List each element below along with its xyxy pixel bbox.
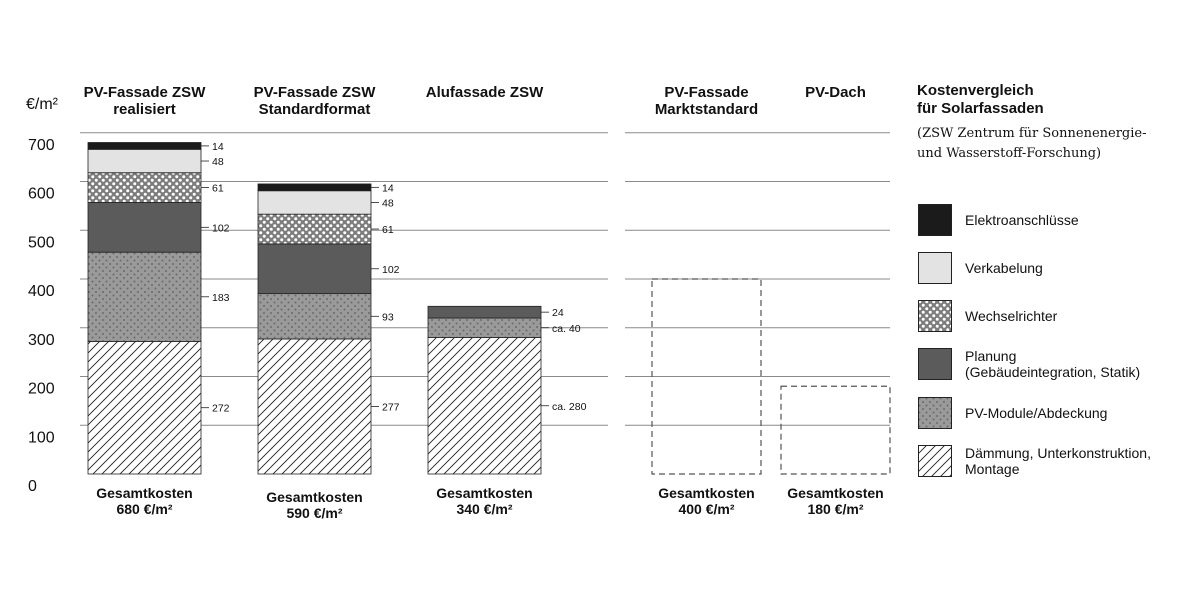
value-label: ca. 40 — [552, 323, 581, 335]
bar-segment — [257, 190, 372, 215]
legend-item: PV-Module/Abdeckung — [918, 397, 1188, 429]
value-label: 93 — [382, 311, 394, 323]
legend-title: Kostenvergleich für Solarfassaden — [917, 82, 1044, 117]
y-tick-label: 300 — [28, 332, 55, 349]
legend-label: Wechselrichter — [965, 308, 1058, 324]
value-label: 24 — [552, 307, 564, 319]
bar-segment — [427, 305, 542, 319]
total-label: Gesamtkosten 340 €/m² — [436, 485, 533, 517]
category-title: PV-Fassade Marktstandard — [654, 84, 759, 118]
y-tick-label: 600 — [28, 186, 55, 203]
value-label: 61 — [212, 183, 224, 195]
value-label: 272 — [212, 403, 230, 415]
value-label: 102 — [212, 222, 230, 234]
legend-item: Verkabelung — [918, 252, 1188, 284]
bar-segment — [87, 251, 202, 342]
bar-segment — [87, 142, 202, 150]
bar-segment — [87, 172, 202, 203]
y-tick-label: 700 — [28, 137, 55, 154]
legend-swatch — [918, 397, 952, 429]
total-label: Gesamtkosten 680 €/m² — [96, 485, 193, 517]
value-label: 183 — [212, 292, 230, 304]
bar-segment — [257, 213, 372, 245]
legend-label: Dämmung, Unterkonstruktion, Montage — [965, 445, 1151, 477]
total-outline-bar — [651, 278, 762, 475]
category-title: PV-Fassade ZSW realisiert — [83, 84, 206, 118]
legend-item: Wechselrichter — [918, 300, 1188, 332]
legend-item: Elektroanschlüsse — [918, 204, 1188, 236]
legend-label: PV-Module/Abdeckung — [965, 405, 1108, 421]
bar-segment — [257, 243, 372, 295]
total-label: Gesamtkosten 400 €/m² — [658, 485, 755, 517]
bar-segment — [257, 338, 372, 475]
legend-item: Planung (Gebäudeintegration, Statik) — [918, 348, 1188, 380]
legend-swatch — [918, 300, 952, 332]
value-label: 14 — [382, 182, 394, 194]
y-tick-label: 500 — [28, 234, 55, 251]
legend-swatch — [918, 204, 952, 236]
y-axis-unit-label: €/m² — [26, 96, 58, 113]
bar-segment — [257, 183, 372, 192]
value-label: 48 — [382, 197, 394, 209]
bar-segment — [427, 317, 542, 338]
value-label: 102 — [382, 264, 400, 276]
value-label: ca. 280 — [552, 401, 587, 413]
category-title: PV-Dach — [805, 84, 866, 101]
value-label: 14 — [212, 141, 224, 153]
y-tick-label: 0 — [28, 478, 37, 495]
category-title: Alufassade ZSW — [425, 84, 544, 101]
legend-item: Dämmung, Unterkonstruktion, Montage — [918, 445, 1188, 477]
y-tick-label: 100 — [28, 429, 55, 446]
value-label: 61 — [382, 224, 394, 236]
bar-segment — [87, 202, 202, 253]
total-label: Gesamtkosten 590 €/m² — [266, 489, 363, 521]
legend-swatch — [918, 348, 952, 380]
value-label: 48 — [212, 156, 224, 168]
value-label: 277 — [382, 401, 400, 413]
legend-swatch — [918, 252, 952, 284]
bar-segment — [427, 337, 542, 475]
category-title: PV-Fassade ZSW Standardformat — [253, 84, 376, 118]
legend-label: Verkabelung — [965, 260, 1043, 276]
y-tick-label: 200 — [28, 381, 55, 398]
total-outline-bar — [780, 385, 891, 475]
legend-subtitle: (ZSW Zentrum für Sonnenenergie- und Wass… — [917, 126, 1147, 161]
y-tick-label: 400 — [28, 283, 55, 300]
bar-segment — [87, 148, 202, 174]
bar-segment — [257, 293, 372, 340]
bar-segment — [87, 340, 202, 475]
legend-swatch — [918, 445, 952, 477]
legend-label: Elektroanschlüsse — [965, 212, 1079, 228]
legend-label: Planung (Gebäudeintegration, Statik) — [965, 348, 1141, 380]
total-label: Gesamtkosten 180 €/m² — [787, 485, 884, 517]
